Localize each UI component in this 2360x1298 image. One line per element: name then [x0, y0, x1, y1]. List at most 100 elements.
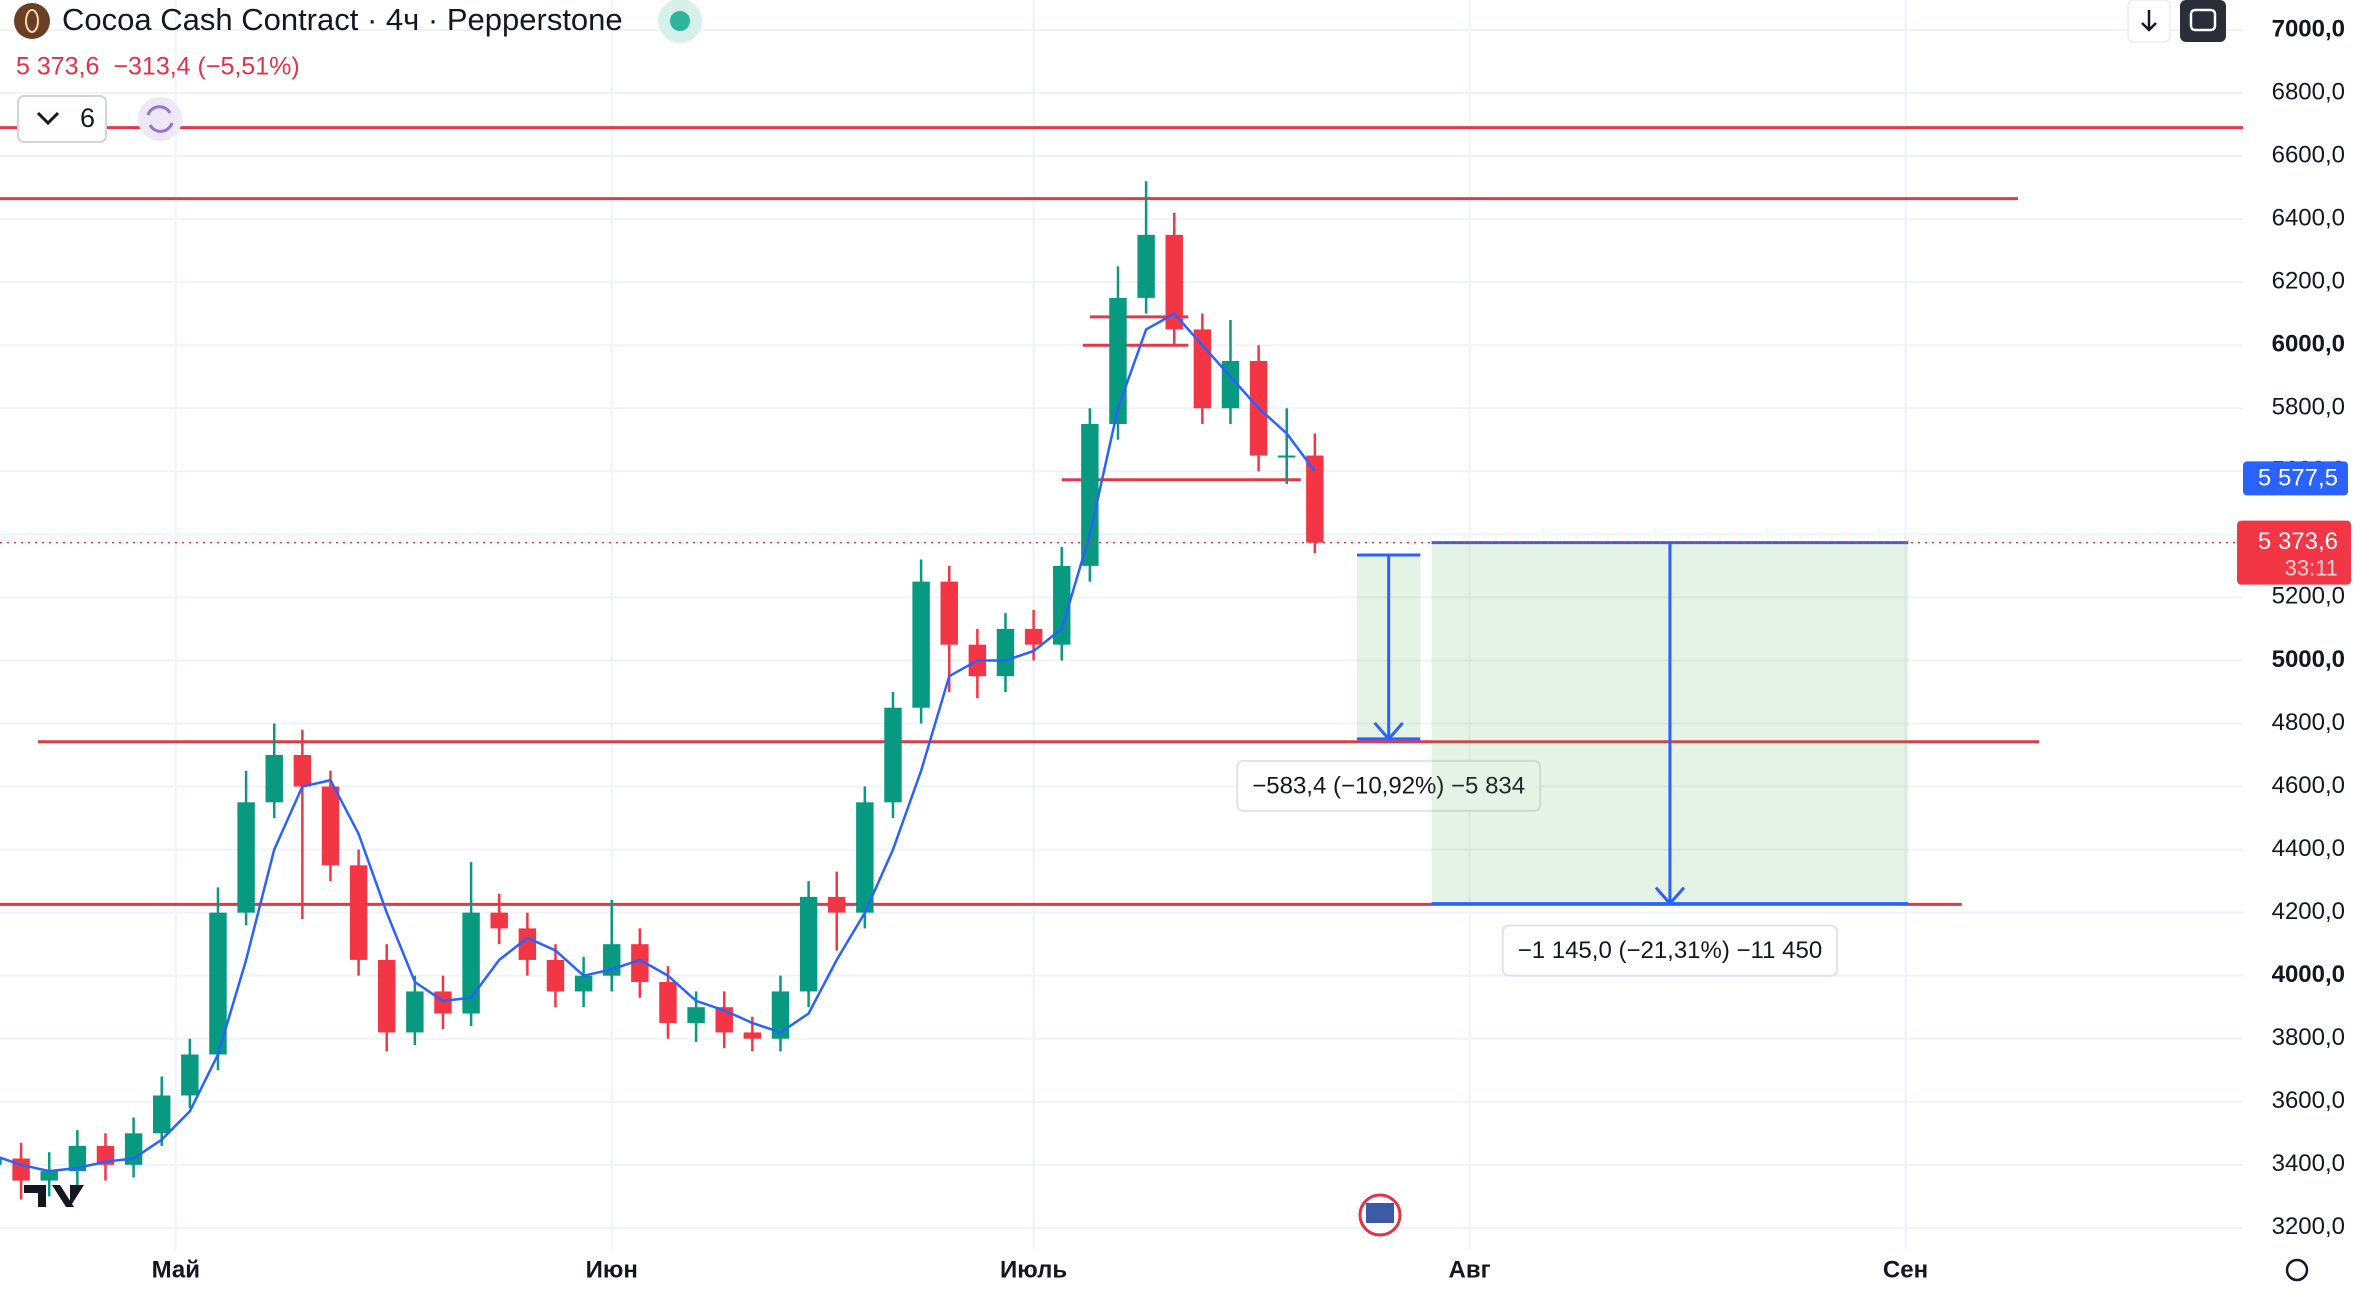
measure-label-bg [1501, 924, 1839, 977]
countdown-label: 33:11 [2285, 555, 2338, 580]
marker-price-label: 5 577,5 [2258, 465, 2338, 492]
candle-body [771, 991, 790, 1039]
candle-body [574, 975, 593, 992]
x-tick-label: Сен [1883, 1256, 1928, 1283]
candle-body [321, 786, 340, 866]
y-tick-label: 6000,0 [2272, 331, 2345, 358]
candle-body [490, 912, 508, 929]
fullscreen-button[interactable] [2180, 0, 2226, 42]
x-tick-label: Июль [1000, 1256, 1067, 1283]
y-tick-label: 6800,0 [2272, 78, 2345, 105]
header: Cocoa Cash Contract · 4ч · Pepperstone 5… [14, 0, 2309, 1282]
candle-body [1081, 424, 1099, 566]
y-tick-label: 3400,0 [2272, 1150, 2345, 1177]
candle-body [631, 944, 649, 982]
candle-body [1165, 234, 1183, 330]
candle-body [518, 928, 537, 960]
candle-body [1024, 628, 1043, 645]
download-icon [2141, 10, 2157, 32]
candle-body [912, 581, 930, 708]
candle-body [546, 959, 565, 992]
measure-label-bg [1236, 759, 1542, 812]
symbol-icon-glyph [25, 9, 39, 33]
candle-body [1137, 234, 1155, 298]
status-dot [670, 11, 690, 31]
tv-logo [24, 1185, 84, 1207]
y-tick-label: 3800,0 [2272, 1024, 2345, 1051]
flag-icon [1366, 1203, 1394, 1223]
y-tick-label: 4600,0 [2272, 772, 2345, 799]
candle-body [434, 991, 452, 1014]
measure-label: −1 145,0 (−21,31%) −11 450 [1501, 924, 1839, 977]
ma-line [0, 312, 1316, 1173]
candle-body [1278, 455, 1296, 458]
candle-body [799, 896, 818, 992]
measure-arrow [1654, 542, 1686, 906]
candle-body [209, 912, 227, 1055]
y-tick-label: 3200,0 [2272, 1213, 2345, 1240]
candle-body [153, 1095, 171, 1134]
candle-body [940, 581, 958, 645]
measure-arrow [1373, 555, 1404, 742]
y-tick-label: 5200,0 [2272, 583, 2345, 610]
candle-body [40, 1171, 58, 1181]
candle-body [828, 896, 846, 913]
x-tick-label: Май [152, 1256, 200, 1283]
candle-body [996, 628, 1015, 677]
x-tick-label: Июн [586, 1256, 638, 1283]
candle-body [406, 991, 424, 1033]
y-tick-label: 4000,0 [2272, 961, 2345, 988]
header-price: 5 373,6 [16, 53, 99, 81]
x-tick-label: Авг [1449, 1256, 1491, 1283]
candle-body [659, 981, 677, 1023]
header-change: −313,4 (−5,51%) [113, 53, 299, 81]
last-price-bg [2237, 520, 2351, 585]
candle-body [884, 707, 902, 803]
y-tick-label: 5800,0 [2272, 394, 2345, 421]
time-axis-bg [0, 1249, 2243, 1293]
candle-body [265, 755, 283, 803]
indicator-count: 6 [80, 103, 95, 133]
y-tick-label: 7000,0 [2272, 15, 2345, 42]
candle-body [378, 959, 396, 1033]
measure-label-text: −1 145,0 (−21,31%) −11 450 [1518, 937, 1822, 964]
candle-body [237, 802, 255, 913]
candle-body [0, 1158, 2, 1165]
candle-body [181, 1054, 199, 1096]
marker-price-bg [2243, 461, 2348, 496]
indicator-toggle[interactable] [17, 95, 107, 143]
y-tick-label: 5000,0 [2272, 646, 2345, 673]
candle-body [1306, 455, 1324, 543]
candle-body [293, 755, 312, 787]
y-tick-label: 4400,0 [2272, 835, 2345, 862]
candle-body [1053, 565, 1071, 645]
measure-label-text: −583,4 (−10,92%) −5 834 [1252, 772, 1525, 799]
y-tick-label: 6400,0 [2272, 204, 2345, 231]
candle-body [349, 865, 368, 960]
price-axis-bg [2243, 0, 2360, 1293]
sync-button[interactable] [138, 97, 182, 141]
candle-body [743, 1032, 762, 1039]
symbol-icon [14, 3, 50, 39]
chevron [36, 111, 60, 126]
settings-icon[interactable] [2285, 1258, 2309, 1282]
candle-body [68, 1145, 87, 1172]
candle-body [856, 802, 874, 913]
sync-icon [146, 105, 174, 133]
measure-label: −583,4 (−10,92%) −5 834 [1236, 759, 1542, 812]
fullscreen-icon [2189, 8, 2217, 32]
y-tick-label: 6600,0 [2272, 141, 2345, 168]
last-price-label: 5 373,6 [2258, 528, 2338, 555]
y-tick-label: 4200,0 [2272, 898, 2345, 925]
y-tick-label: 6200,0 [2272, 267, 2345, 294]
candle-body [462, 912, 480, 1014]
candle-body [1193, 329, 1212, 409]
y-tick-label: 3600,0 [2272, 1087, 2345, 1114]
y-tick-label: 4800,0 [2272, 709, 2345, 736]
plot: −583,4 (−10,92%) −5 834 −1 145,0 (−21,31%… [0, 126, 2243, 1200]
chart-title: Cocoa Cash Contract · 4ч · Pepperstone [62, 2, 623, 37]
candle-body [687, 1007, 705, 1023]
